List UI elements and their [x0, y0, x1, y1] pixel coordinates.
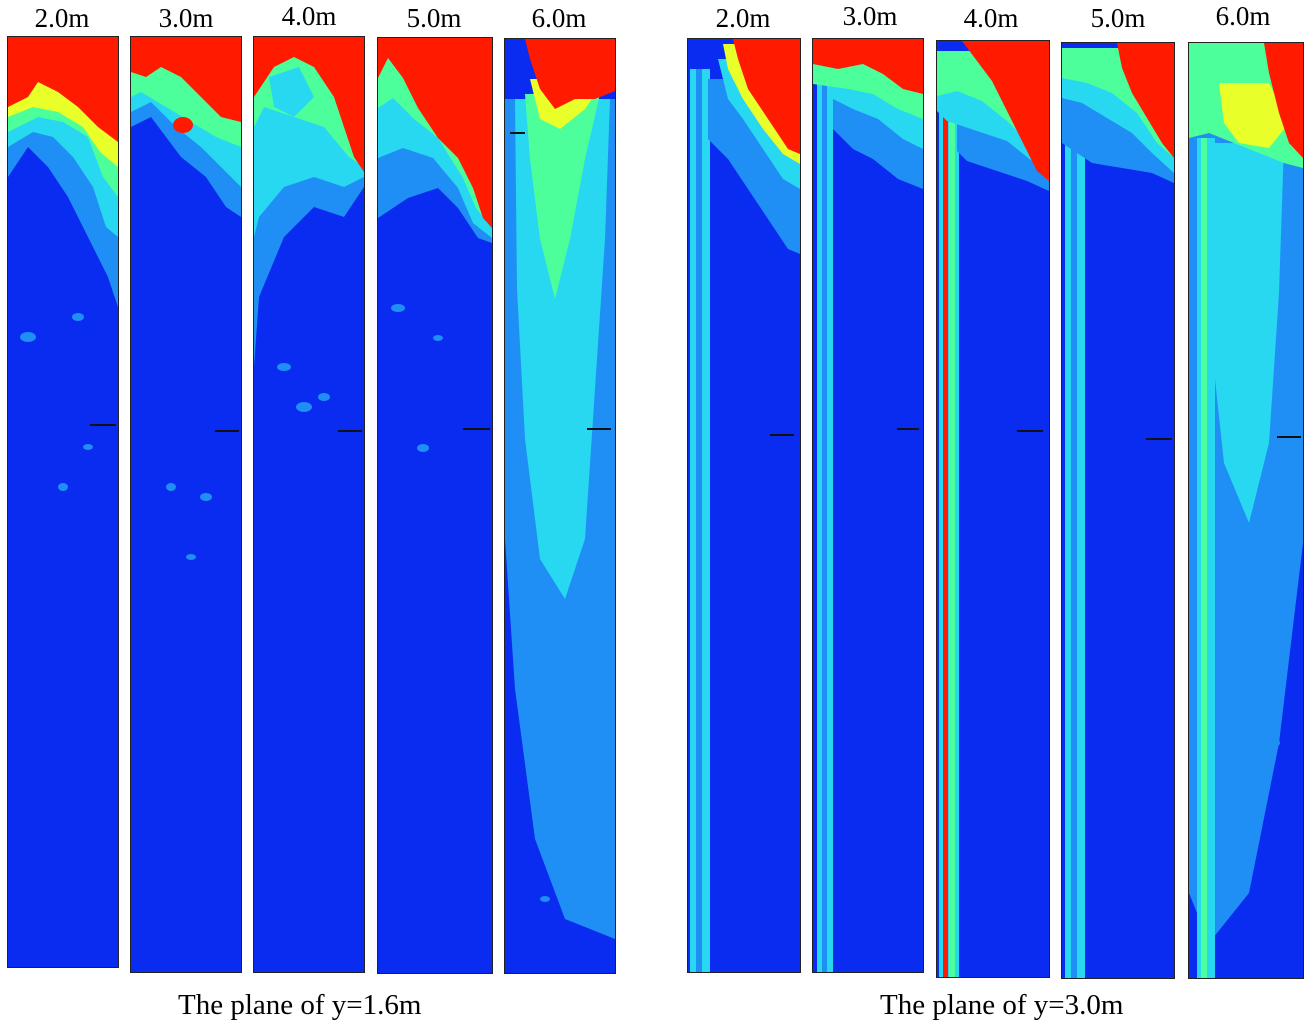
contour-field: [504, 38, 616, 974]
contour-field: [1061, 42, 1175, 979]
panel-label: 6.0m: [1215, 1, 1271, 31]
group-y-1-6: 2.0m 3.0m: [0, 0, 640, 1026]
contour-field: [812, 38, 924, 973]
contour-field: [130, 36, 242, 973]
panel-label: 2.0m: [715, 3, 771, 33]
panel-label: 3.0m: [842, 1, 898, 31]
panel-label: 4.0m: [963, 3, 1019, 33]
panel-label: 5.0m: [406, 3, 462, 33]
contour-field: [253, 36, 365, 973]
panel-label: 4.0m: [281, 1, 337, 31]
contour-field: [936, 40, 1050, 978]
contour-field: [377, 37, 493, 974]
contour-field: [7, 36, 119, 968]
panel-label: 3.0m: [158, 3, 214, 33]
caption: The plane of y=3.0m: [880, 989, 1124, 1021]
panel-label: 6.0m: [531, 3, 587, 33]
caption: The plane of y=1.6m: [178, 989, 422, 1021]
contour-field: [1188, 42, 1304, 979]
panel-label: 2.0m: [34, 3, 90, 33]
contour-field: [687, 38, 801, 973]
panel-label: 5.0m: [1090, 3, 1146, 33]
